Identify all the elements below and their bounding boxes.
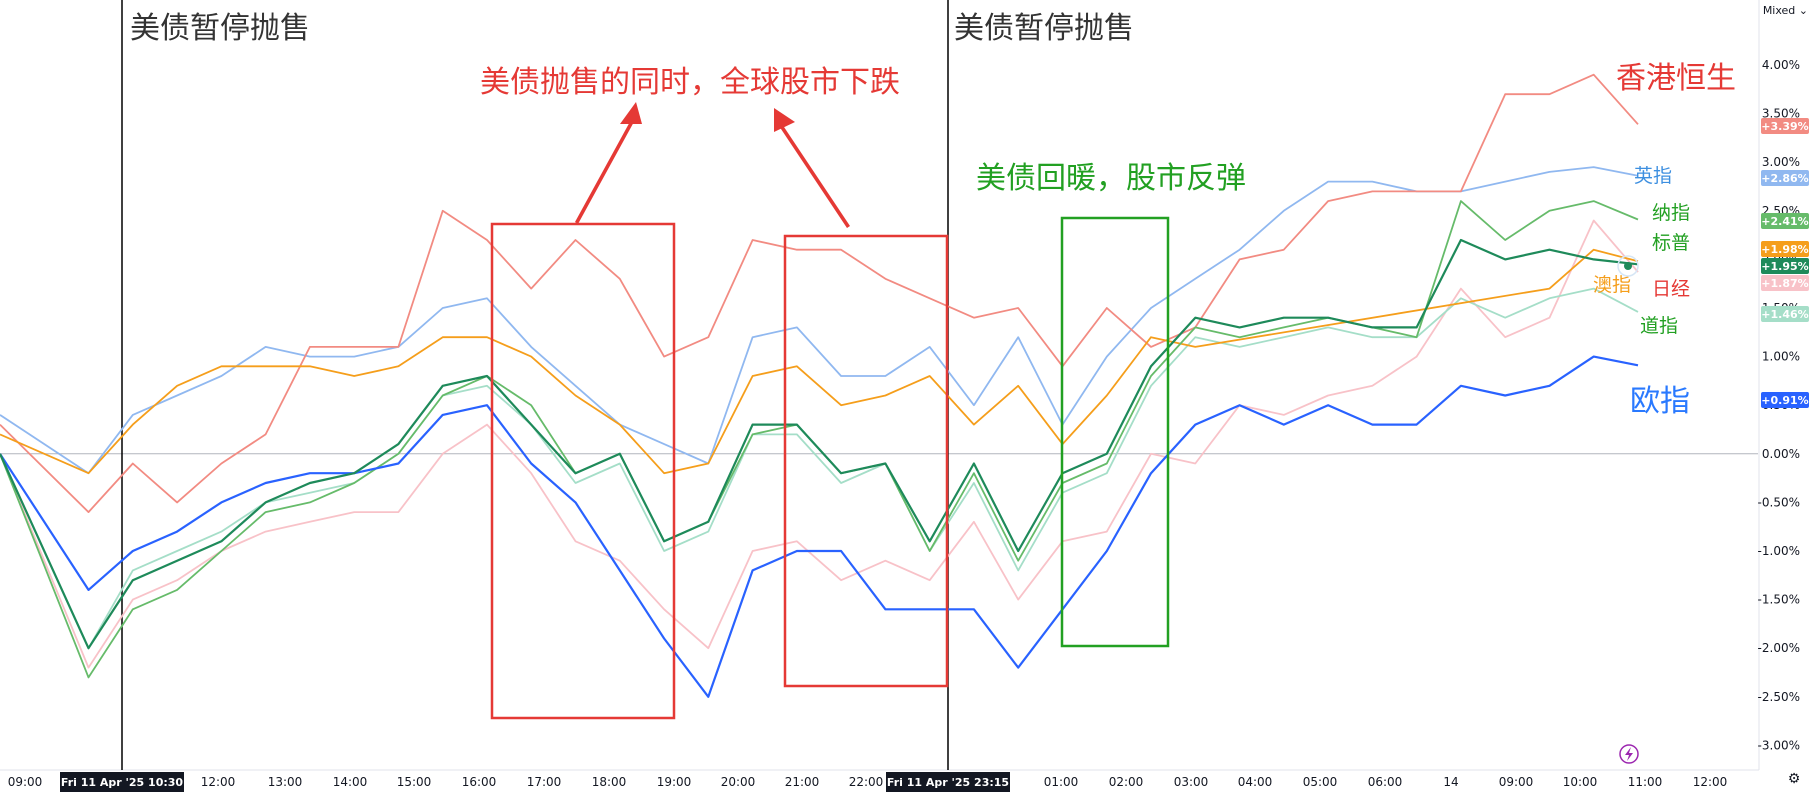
lightning-icon[interactable] xyxy=(1619,744,1639,764)
label-asx: 澳指 xyxy=(1593,274,1631,296)
label-nikkei: 日经 xyxy=(1652,278,1690,300)
time-axis[interactable]: 09:00 12:00 13:00 14:00 15:00 16:00 17:00 18:00… xyxy=(8,772,1728,792)
x-tick-label: 11:00 xyxy=(1628,775,1663,789)
x-tick-label: 03:00 xyxy=(1174,775,1209,789)
y-tick-label: 4.00% xyxy=(1762,58,1800,72)
x-tick-label: 16:00 xyxy=(462,775,497,789)
x-tick-label: 09:00 xyxy=(8,775,43,789)
last-value-tag-nikkei: +1.87% xyxy=(1761,275,1809,291)
last-value-tag-hsi: +3.39% xyxy=(1761,118,1809,134)
x-tick-label: 15:00 xyxy=(397,775,432,789)
series-line-ftse xyxy=(0,166,1639,475)
x-tick-label: 12:00 xyxy=(201,775,236,789)
series-line-asx xyxy=(0,248,1639,475)
x-tick-label: 05:00 xyxy=(1303,775,1338,789)
green-box xyxy=(1060,216,1170,648)
x-tick-label: 01:00 xyxy=(1044,775,1079,789)
x-tick-label: 13:00 xyxy=(268,775,303,789)
gear-icon[interactable]: ⚙ xyxy=(1787,771,1801,787)
x-tick-label: 20:00 xyxy=(721,775,756,789)
svg-text:+1.95%: +1.95% xyxy=(1761,260,1808,273)
x-highlight-label: Fri 11 Apr '25 23:15 xyxy=(886,772,1010,792)
chevron-down-icon: ⌄ xyxy=(1795,4,1808,17)
series-layer xyxy=(0,73,1639,698)
last-value-tag-ftse: +2.86% xyxy=(1761,170,1809,186)
x-tick-label: 22:00 xyxy=(849,775,884,789)
x-tick-label: 19:00 xyxy=(657,775,692,789)
label-sp500: 标普 xyxy=(1652,232,1690,254)
x-tick-label: 10:00 xyxy=(1563,775,1598,789)
series-line-sp500 xyxy=(0,238,1639,650)
event-label-2: 美债暂停抛售 xyxy=(954,11,1134,46)
series-line-nasdaq xyxy=(0,200,1639,679)
y-tick-label: 3.00% xyxy=(1762,155,1800,169)
x-tick-label: 06:00 xyxy=(1368,775,1403,789)
red-callout-text: 美债抛售的同时，全球股市下跌 xyxy=(480,65,900,100)
label-hsi: 香港恒生 xyxy=(1616,61,1736,96)
y-tick-label: -0.50% xyxy=(1758,495,1800,509)
last-value-tag-sp500: +1.95% xyxy=(1761,258,1809,274)
x-tick-label: 02:00 xyxy=(1109,775,1144,789)
scale-mode-label: Mixed xyxy=(1762,4,1796,17)
event-label-1: 美债暂停抛售 xyxy=(130,11,310,46)
svg-text:+1.46%: +1.46% xyxy=(1761,308,1808,321)
label-dow: 道指 xyxy=(1640,315,1678,337)
series-line-nikkei xyxy=(0,219,1639,669)
svg-text:+1.98%: +1.98% xyxy=(1761,243,1808,256)
svg-text:+3.39%: +3.39% xyxy=(1761,120,1808,133)
crosshair-ring xyxy=(1617,255,1639,277)
y-tick-label: -1.00% xyxy=(1758,544,1800,558)
last-value-tag-asx: +1.98% xyxy=(1761,241,1809,257)
y-tick-label: 0.00% xyxy=(1762,447,1800,461)
crosshair-dot xyxy=(1624,262,1632,270)
x-tick-label: 21:00 xyxy=(785,775,820,789)
scale-mode-button[interactable]: Mixed ⌄ xyxy=(1763,4,1808,17)
y-tick-label: -2.00% xyxy=(1758,641,1800,655)
series-line-dow xyxy=(0,287,1639,650)
y-tick-label: -2.50% xyxy=(1758,690,1800,704)
last-value-tag-dow: +1.46% xyxy=(1761,306,1809,322)
svg-text:+2.41%: +2.41% xyxy=(1761,215,1808,228)
y-tick-label: -3.00% xyxy=(1758,738,1800,752)
red-arrow-right xyxy=(774,108,850,228)
red-arrow-left xyxy=(575,102,642,224)
series-line-stoxx xyxy=(0,355,1639,698)
x-tick-label: 18:00 xyxy=(592,775,627,789)
series-line-hsi xyxy=(0,73,1639,513)
y-tick-label: 3.50% xyxy=(1762,107,1800,121)
svg-text:Fri 11 Apr '25 23:15: Fri 11 Apr '25 23:15 xyxy=(887,776,1009,789)
x-tick-label: 04:00 xyxy=(1238,775,1273,789)
svg-text:+1.87%: +1.87% xyxy=(1761,277,1808,290)
label-ftse: 英指 xyxy=(1634,165,1672,187)
red-box-2 xyxy=(783,234,949,688)
y-tick-label: 1.00% xyxy=(1762,350,1800,364)
x-tick-label: 09:00 xyxy=(1499,775,1534,789)
label-stoxx: 欧指 xyxy=(1630,384,1690,419)
x-tick-label: 14 xyxy=(1443,775,1458,789)
svg-text:+2.86%: +2.86% xyxy=(1761,172,1808,185)
x-tick-label: 17:00 xyxy=(527,775,562,789)
y-tick-label: -1.50% xyxy=(1758,593,1800,607)
svg-text:Fri 11 Apr '25 10:30: Fri 11 Apr '25 10:30 xyxy=(61,776,183,789)
last-value-tag-nasdaq: +2.41% xyxy=(1761,213,1809,229)
red-box-1 xyxy=(490,222,676,720)
svg-text:+0.91%: +0.91% xyxy=(1761,394,1808,407)
x-tick-label: 12:00 xyxy=(1693,775,1728,789)
x-highlight-label: Fri 11 Apr '25 10:30 xyxy=(60,772,184,792)
green-callout-text: 美债回暖，股市反弹 xyxy=(976,161,1246,196)
last-value-tags: +3.39% +2.86% +2.41% +1.95% +1.98% +1.87% +1.4… xyxy=(1761,118,1809,408)
x-tick-label: 14:00 xyxy=(333,775,368,789)
label-nasdaq: 纳指 xyxy=(1652,202,1690,224)
last-value-tag-stoxx: +0.91% xyxy=(1761,392,1809,408)
